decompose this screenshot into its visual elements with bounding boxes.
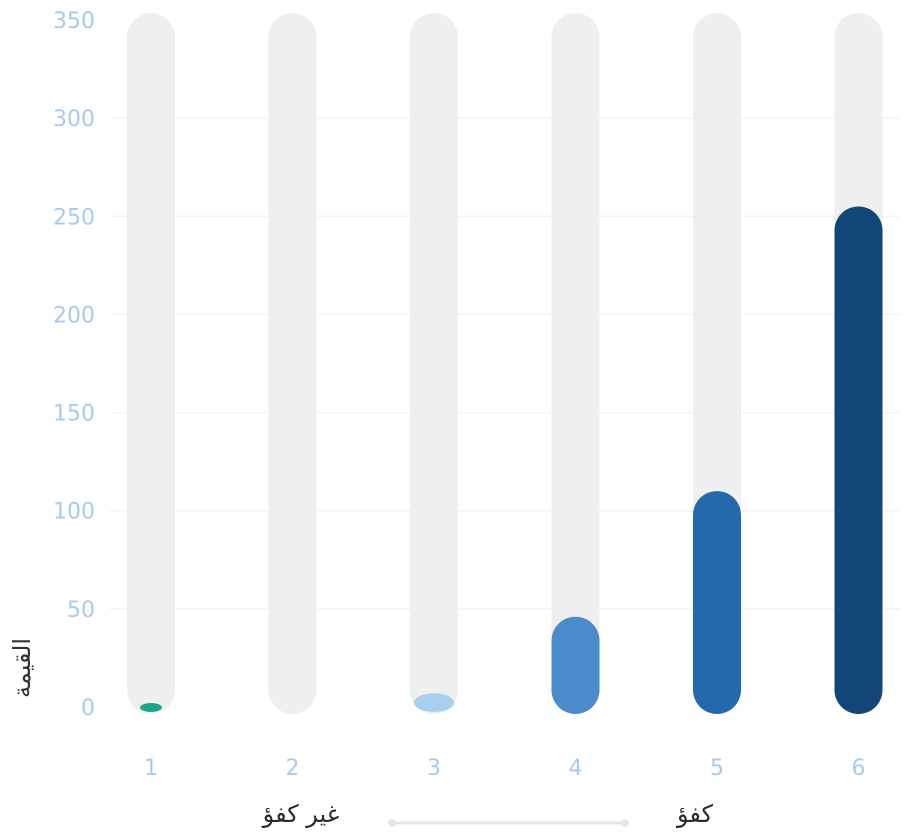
x-tick-label: 4 <box>569 756 583 781</box>
bar-5 <box>693 491 741 714</box>
x-tick-label: 2 <box>286 756 300 781</box>
gridlines <box>110 117 900 610</box>
bar-4 <box>551 616 600 714</box>
y-tick-label: 150 <box>53 402 95 427</box>
legend-dot-right <box>621 819 629 827</box>
bar-track <box>268 13 317 714</box>
y-tick-label: 200 <box>53 303 95 328</box>
x-tick-label: 6 <box>852 756 866 781</box>
y-tick-label: 350 <box>53 9 95 34</box>
y-tick-label: 300 <box>53 107 95 132</box>
legend-low-label: غير كفؤ <box>262 800 340 828</box>
bar-track <box>410 13 458 714</box>
y-tick-label: 0 <box>81 696 95 721</box>
legend-high-label: كفؤ <box>677 800 713 828</box>
bar-6 <box>834 206 883 714</box>
x-tick-label: 5 <box>710 756 724 781</box>
legend-dot-left <box>388 819 396 827</box>
y-tick-label: 50 <box>67 598 95 623</box>
legend <box>388 819 629 827</box>
bar-1 <box>140 703 162 712</box>
x-tick-label: 3 <box>427 756 441 781</box>
bars <box>140 206 883 714</box>
y-tick-labels: 0 50 100 150 200 250 300 350 <box>53 9 95 721</box>
y-tick-label: 100 <box>53 500 95 525</box>
bar-3 <box>414 693 454 713</box>
bar-track <box>127 13 175 714</box>
y-tick-label: 250 <box>53 205 95 230</box>
y-axis-label: القيمة <box>8 638 36 698</box>
x-tick-label: 1 <box>144 756 158 781</box>
x-tick-labels: 1 2 3 4 5 6 <box>144 756 866 781</box>
bar-track <box>551 13 600 714</box>
